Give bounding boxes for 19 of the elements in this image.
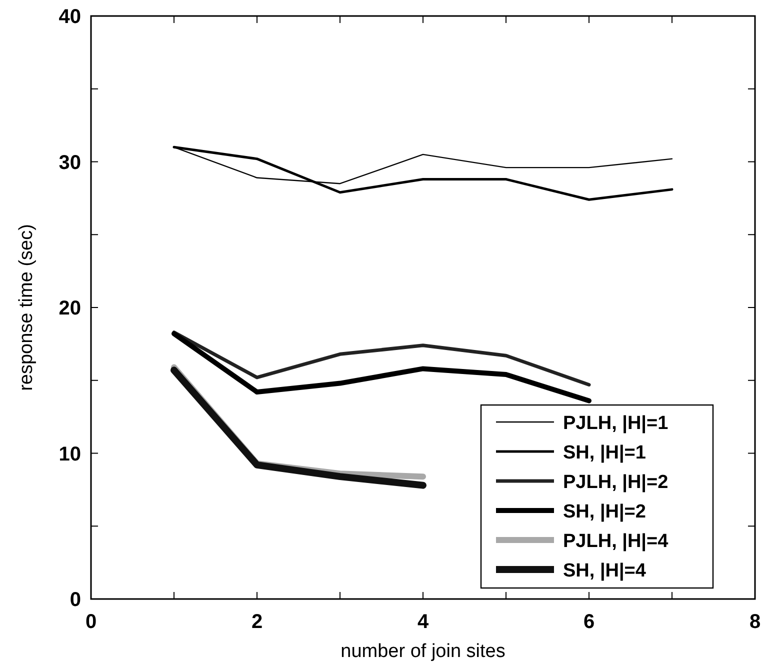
legend-label: SH, |H|=2 — [563, 502, 646, 522]
x-tick-label: 2 — [251, 611, 263, 633]
legend-label: PJLH, |H|=4 — [563, 531, 669, 552]
y-tick-label: 20 — [58, 298, 81, 320]
legend-label: PJLH, |H|=1 — [563, 413, 669, 434]
x-tick-label: 0 — [85, 611, 97, 633]
line-series — [172, 330, 591, 386]
x-tick-label: 4 — [417, 611, 430, 633]
x-tick-label: 8 — [749, 611, 761, 633]
y-tick-label: 10 — [58, 443, 81, 466]
legend-label: PJLH, |H|=2 — [563, 472, 668, 493]
y-tick-label: 30 — [58, 152, 81, 174]
y-axis-title: response time (sec) — [16, 224, 37, 391]
y-tick-label: 0 — [70, 589, 81, 611]
legend-label: SH, |H|=1 — [563, 442, 646, 464]
legend-label: SH, |H|=4 — [563, 560, 646, 582]
y-tick-label: 40 — [58, 6, 81, 28]
x-axis-title: number of join sites — [340, 641, 506, 662]
x-tick-label: 6 — [583, 611, 595, 633]
